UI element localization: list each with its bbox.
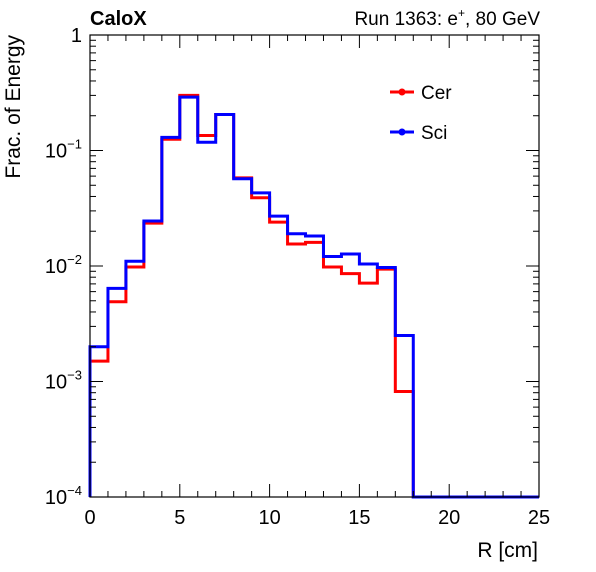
plot-frame: [89, 34, 540, 498]
series-cer-line: [88, 93, 539, 499]
y-tick-label: 10−1: [45, 137, 82, 163]
y-tick-label: 10−3: [45, 368, 82, 394]
series-sci-line: [88, 95, 539, 499]
legend-marker-sci: [398, 128, 406, 136]
legend-label-sci: Sci: [421, 123, 447, 144]
y-tick-label: 10−4: [45, 483, 82, 509]
x-axis-label: R [cm]: [477, 539, 538, 562]
axis-ticks: 0 5 10 15 20 25 1 10−1 10−2 10−3 10−4: [45, 25, 550, 529]
legend-label-cer: Cer: [421, 83, 452, 104]
y-tick-label: 1: [71, 25, 82, 47]
y-tick-label: 10−2: [45, 252, 82, 278]
x-tick-label: 10: [258, 507, 280, 529]
run-info-label: Run 1363: e+, 80 GeV: [354, 6, 540, 30]
y-axis-label: Frac. of Energy: [2, 35, 25, 179]
x-tick-label: 5: [174, 507, 185, 529]
experiment-label: CaloX: [90, 8, 147, 30]
x-tick-label: 15: [348, 507, 370, 529]
legend: Cer Sci: [390, 83, 452, 144]
plot-area: [88, 93, 539, 499]
x-tick-label: 0: [84, 507, 95, 529]
x-tick-label: 25: [528, 507, 550, 529]
x-tick-label: 20: [438, 507, 460, 529]
legend-marker-cer: [398, 88, 406, 96]
